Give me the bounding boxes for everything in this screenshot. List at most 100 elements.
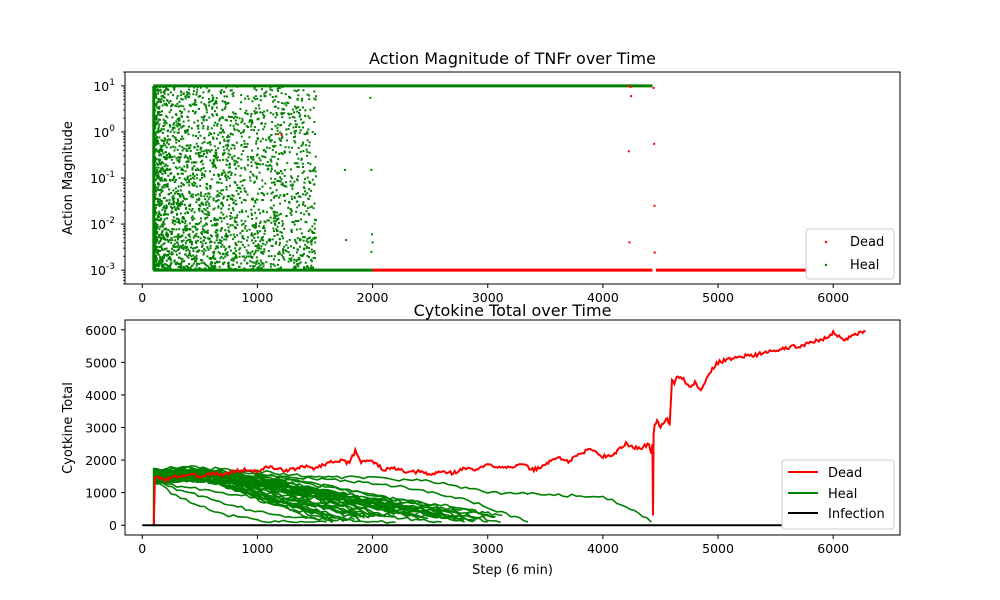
heal-point [157,185,160,188]
heal-point [306,93,309,96]
heal-point [221,172,224,175]
heal-point [184,228,187,231]
heal-point [271,121,274,124]
heal-point [211,113,214,116]
heal-point [208,214,211,217]
heal-point [175,253,178,256]
heal-point [190,255,193,258]
heal-point [228,170,231,173]
heal-point [193,102,196,105]
heal-point [261,88,264,91]
heal-point [199,220,202,223]
heal-point [230,89,233,92]
heal-point [221,252,224,255]
heal-point [276,233,279,236]
heal-point [212,159,215,162]
heal-point [225,232,228,235]
heal-point [314,256,317,259]
heal-point [173,249,176,252]
heal-point [216,246,219,249]
heal-point [157,216,160,219]
heal-point [221,189,224,192]
heal-point [207,202,210,205]
heal-point [162,86,165,89]
heal-point [254,126,257,129]
heal-point [203,103,206,106]
heal-point [166,238,169,241]
heal-point [260,122,263,125]
heal-point [300,99,303,102]
heal-point [182,197,185,200]
heal-point [218,195,221,198]
heal-point [273,215,276,218]
heal-point [219,268,222,271]
heal-point [162,213,165,216]
heal-point [282,249,285,252]
heal-point [234,115,237,118]
heal-point [213,145,216,148]
heal-point [270,128,273,131]
heal-point [230,198,233,201]
heal-point [226,198,229,201]
heal-point [260,266,263,269]
heal-point [169,268,172,271]
heal-point [187,110,190,113]
heal-point [235,261,238,264]
heal-point [253,86,256,89]
heal-point [228,204,231,207]
heal-point [257,243,260,246]
heal-point [303,181,306,184]
heal-point [310,240,313,243]
heal-point [154,226,157,229]
heal-point [269,88,272,91]
heal-point [171,179,174,182]
heal-point [156,140,159,143]
heal-point [276,211,279,214]
heal-point [177,248,180,251]
heal-point [167,138,170,141]
heal-point [227,156,230,159]
heal-point [213,223,216,226]
heal-point [156,164,159,167]
heal-point [225,95,228,98]
heal-point [202,153,205,156]
heal-point [207,197,210,200]
heal-point [215,157,218,160]
heal-point [309,170,312,173]
heal-point [306,151,309,154]
heal-point [178,235,181,238]
heal-point [314,98,317,101]
heal-point [164,253,167,256]
heal-point [232,124,235,127]
heal-point [297,89,300,92]
heal-point [299,254,302,257]
heal-point [270,244,273,247]
heal-point [294,219,297,222]
heal-point [188,262,191,265]
heal-point [279,180,282,183]
heal-point [167,256,170,259]
heal-point [275,194,278,197]
heal-point [250,256,253,259]
heal-point [154,125,157,128]
heal-point [256,266,259,269]
heal-point [255,89,258,92]
heal-point [190,161,193,164]
heal-point [268,240,271,243]
heal-point [213,102,216,105]
heal-point [276,263,279,266]
heal-point [161,104,164,107]
heal-point [294,123,297,126]
heal-point [154,190,157,193]
heal-point [293,132,296,135]
heal-point [290,195,293,198]
heal-point [294,162,297,165]
heal-point [208,192,211,195]
heal-point [266,192,269,195]
heal-point [164,228,167,231]
heal-point [265,164,268,167]
heal-point [209,244,212,247]
heal-point [158,84,161,87]
heal-point [173,260,176,263]
heal-point [197,198,200,201]
